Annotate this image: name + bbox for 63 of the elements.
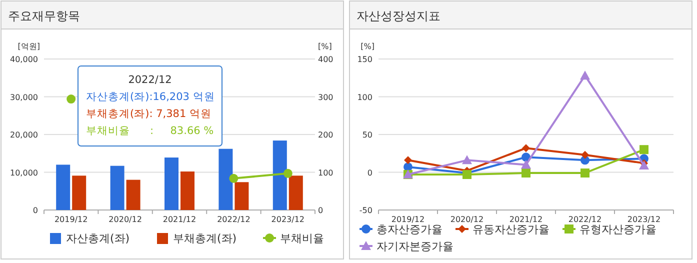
y-tick-label: 0 — [367, 168, 372, 178]
legend-label: 자기자본증가율 — [376, 240, 454, 253]
point — [462, 155, 472, 164]
y-tick-label: 150 — [357, 55, 372, 64]
bar — [72, 176, 86, 210]
point — [283, 168, 292, 178]
y2-tick-label: 100 — [318, 168, 334, 178]
y-tick-label: 50 — [362, 130, 372, 140]
annotation: 부채비율 : 83.66 % — [86, 125, 214, 137]
point — [581, 150, 589, 159]
x-tick-label: 2020/12 — [450, 215, 484, 224]
point — [229, 174, 238, 183]
y-axis-title: [%] — [360, 42, 374, 51]
bar — [288, 176, 303, 210]
x-tick-label: 2022/12 — [217, 215, 250, 224]
y2-tick-label: 300 — [318, 92, 334, 102]
y2-tick-label: 200 — [318, 130, 334, 140]
point — [404, 156, 412, 164]
x-tick-label: 2019/12 — [54, 215, 88, 224]
point — [580, 70, 590, 80]
chart-title: 주요재무항목 — [8, 9, 80, 23]
y-tick-label: -50 — [359, 206, 372, 215]
legend-label: 부채총계(좌) — [173, 232, 237, 245]
bar — [218, 148, 233, 210]
bar — [234, 182, 249, 210]
y-tick-label: 40,000 — [10, 55, 38, 64]
y-axis-title: [억원] — [18, 42, 40, 51]
point — [522, 168, 530, 178]
bar — [272, 140, 287, 210]
bar — [164, 158, 178, 210]
y-tick-label: 0 — [32, 206, 38, 215]
point — [522, 144, 530, 152]
point — [521, 160, 531, 169]
bar — [180, 171, 194, 210]
bar — [126, 180, 140, 210]
annotation: 자산총계(좌):16,203 억원 — [86, 91, 215, 103]
y2-axis-title: [%] — [318, 42, 332, 51]
y-tick-label: 100 — [357, 92, 372, 102]
point — [66, 94, 76, 104]
y-tick-label: 20,000 — [10, 130, 38, 140]
annotation: 부채총계(좌): 7,381 억원 — [86, 108, 212, 120]
legend-label: 자산총계(좌) — [66, 232, 130, 245]
legend-label: 유형자산증가율 — [580, 223, 656, 236]
x-tick-label: 2020/12 — [108, 215, 142, 224]
y2-tick-label: 400 — [318, 55, 334, 64]
y2-tick-label: 0 — [318, 206, 324, 215]
x-tick-label: 2021/12 — [162, 215, 196, 224]
legend-label: 부채비율 — [280, 232, 324, 245]
chart-title: 자산성장성지표 — [356, 9, 440, 23]
x-tick-label: 2023/12 — [271, 215, 305, 224]
x-tick-label: 2021/12 — [509, 215, 543, 224]
legend-label: 총자산증가율 — [376, 223, 442, 236]
point — [640, 145, 648, 154]
annotation: 2022/12 — [128, 74, 172, 86]
y-tick-label: 10,000 — [10, 168, 38, 178]
x-tick-label: 2022/12 — [568, 215, 602, 224]
point — [580, 168, 590, 178]
y-tick-label: 30,000 — [10, 92, 38, 102]
bar — [56, 164, 70, 210]
x-tick-label: 2023/12 — [627, 215, 661, 224]
bar — [110, 166, 124, 210]
x-tick-label: 2019/12 — [391, 215, 425, 224]
legend-label: 유동자산증가율 — [472, 223, 550, 236]
